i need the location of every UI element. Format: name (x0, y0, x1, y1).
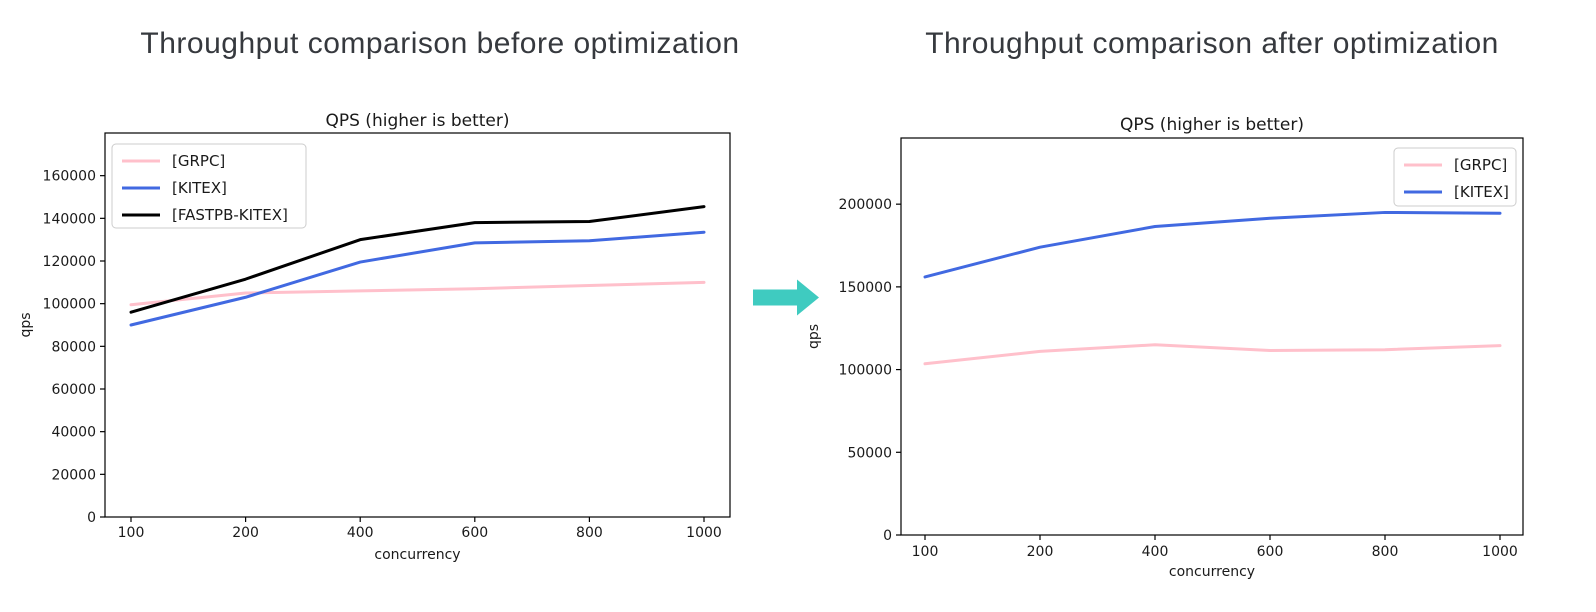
x-tick-label: 1000 (686, 525, 722, 541)
plot-border (900, 137, 1524, 536)
x-tick-label: 100 (118, 525, 145, 541)
x-axis-label: concurrency (374, 547, 460, 563)
x-tick-label: 400 (347, 525, 374, 541)
y-tick-label: 0 (87, 510, 96, 526)
y-tick-label: 60000 (51, 382, 96, 398)
y-tick-label: 150000 (839, 280, 892, 296)
y-tick-label: 100000 (839, 363, 892, 379)
plot-border (104, 132, 731, 518)
y-tick-label: 160000 (43, 169, 96, 185)
y-tick-label: 50000 (847, 445, 892, 461)
legend-box (111, 143, 307, 229)
y-tick-label: 80000 (51, 339, 96, 355)
legend-label: [KITEX] (172, 179, 227, 197)
x-tick-label: 100 (912, 544, 939, 560)
x-tick-label: 200 (1027, 544, 1054, 560)
series-line-kitex (923, 210, 1502, 279)
x-tick-label: 400 (1142, 544, 1169, 560)
legend-label: [GRPC] (172, 152, 225, 170)
x-axis-label: concurrency (1169, 564, 1255, 580)
chart-before: QPS (higher is better) 0 20000 40000 60000 80… (18, 111, 731, 563)
chart-title: QPS (higher is better) (1120, 115, 1304, 135)
series-line-fastpb-kitex (129, 205, 706, 314)
y-tick-label: 100000 (43, 297, 96, 313)
optimization-arrow-icon (753, 279, 819, 316)
y-tick-label: 200000 (839, 197, 892, 213)
x-tick-label: 600 (1257, 544, 1284, 560)
y-tick-label: 20000 (51, 467, 96, 483)
series-line-kitex (129, 230, 706, 327)
y-tick-label: 0 (883, 528, 892, 544)
x-tick-label: 200 (232, 525, 259, 541)
y-axis-label: qps (18, 312, 34, 337)
y-tick-label: 140000 (43, 211, 96, 227)
chart-title: QPS (higher is better) (325, 111, 509, 131)
legend-label: [FASTPB-KITEX] (172, 206, 288, 224)
chart-after: QPS (higher is better) 0 50000 100000 150000… (806, 115, 1524, 580)
y-axis-label: qps (806, 324, 822, 349)
before-optimization-title: Throughput comparison before optimizatio… (140, 27, 740, 60)
x-tick-label: 800 (576, 525, 603, 541)
x-tick-label: 800 (1372, 544, 1399, 560)
y-tick-label: 40000 (51, 425, 96, 441)
legend-label: [KITEX] (1454, 183, 1509, 201)
y-tick-label: 120000 (43, 254, 96, 270)
series-line-grpc (923, 343, 1502, 366)
after-optimization-title: Throughput comparison after optimization (925, 27, 1499, 60)
x-tick-label: 600 (461, 525, 488, 541)
legend-label: [GRPC] (1454, 156, 1507, 174)
series-line-grpc (129, 280, 706, 307)
x-tick-label: 1000 (1482, 544, 1518, 560)
